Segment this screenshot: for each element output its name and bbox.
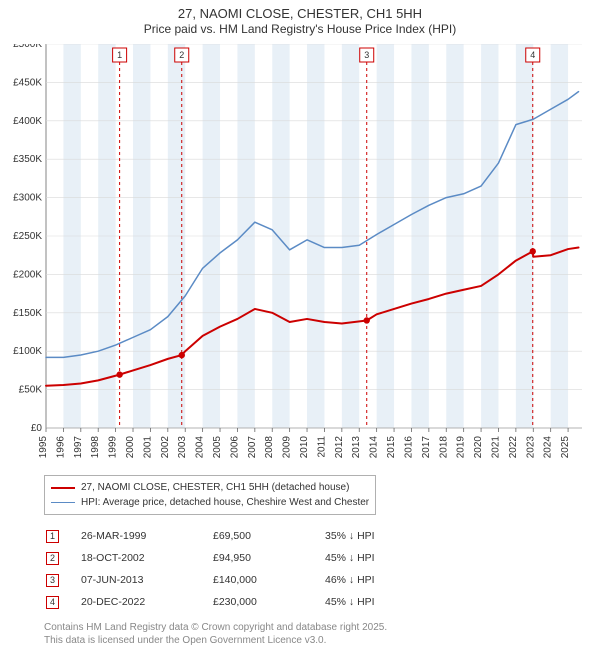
svg-text:£0: £0 xyxy=(31,423,43,434)
svg-text:£500K: £500K xyxy=(13,44,42,50)
svg-text:2010: 2010 xyxy=(299,436,310,459)
row-date: 07-JUN-2013 xyxy=(81,569,191,591)
table-row: 4 20-DEC-2022 £230,000 45% ↓ HPI xyxy=(44,591,580,613)
svg-text:2006: 2006 xyxy=(229,436,240,459)
svg-text:1997: 1997 xyxy=(73,436,84,459)
row-price: £140,000 xyxy=(213,569,303,591)
row-marker: 3 xyxy=(46,574,59,587)
chart-container: £0 £50K £100K £150K £200K £250K £300K £350K £400… xyxy=(10,44,590,464)
svg-text:1998: 1998 xyxy=(90,436,101,459)
row-hpi: 45% ↓ HPI xyxy=(325,591,415,613)
svg-text:£150K: £150K xyxy=(13,308,42,319)
svg-text:1999: 1999 xyxy=(108,436,119,459)
series-legend: 27, NAOMI CLOSE, CHESTER, CH1 5HH (detac… xyxy=(44,475,376,515)
svg-text:2: 2 xyxy=(179,50,184,60)
svg-text:1996: 1996 xyxy=(55,436,66,459)
row-date: 20-DEC-2022 xyxy=(81,591,191,613)
svg-text:2020: 2020 xyxy=(473,436,484,459)
legend-label: 27, NAOMI CLOSE, CHESTER, CH1 5HH (detac… xyxy=(81,480,349,495)
svg-text:£350K: £350K xyxy=(13,154,42,165)
sales-table: 1 26-MAR-1999 £69,500 35% ↓ HPI 2 18-OCT-2002… xyxy=(44,525,580,613)
svg-text:2012: 2012 xyxy=(334,436,345,459)
svg-text:2009: 2009 xyxy=(282,436,293,459)
svg-text:2000: 2000 xyxy=(125,436,136,459)
row-price: £230,000 xyxy=(213,591,303,613)
row-price: £94,950 xyxy=(213,547,303,569)
svg-text:2016: 2016 xyxy=(403,436,414,459)
svg-text:3: 3 xyxy=(364,50,369,60)
svg-text:2003: 2003 xyxy=(177,436,188,459)
svg-text:2013: 2013 xyxy=(351,436,362,459)
legend-item: HPI: Average price, detached house, Ches… xyxy=(51,495,369,510)
svg-text:£450K: £450K xyxy=(13,77,42,88)
legend-label: HPI: Average price, detached house, Ches… xyxy=(81,495,369,510)
legend-swatch xyxy=(51,502,75,504)
row-date: 26-MAR-1999 xyxy=(81,525,191,547)
chart-svg: £0 £50K £100K £150K £200K £250K £300K £350K £400… xyxy=(10,44,590,464)
row-price: £69,500 xyxy=(213,525,303,547)
svg-text:£250K: £250K xyxy=(13,231,42,242)
sale-dot xyxy=(116,371,122,377)
row-marker: 1 xyxy=(46,530,59,543)
svg-text:2019: 2019 xyxy=(456,436,467,459)
svg-text:2008: 2008 xyxy=(264,436,275,459)
svg-text:2014: 2014 xyxy=(369,436,380,459)
legend-swatch xyxy=(51,487,75,489)
table-row: 2 18-OCT-2002 £94,950 45% ↓ HPI xyxy=(44,547,580,569)
svg-text:£200K: £200K xyxy=(13,269,42,280)
svg-text:2022: 2022 xyxy=(508,436,519,459)
svg-text:2021: 2021 xyxy=(490,436,501,459)
svg-text:4: 4 xyxy=(530,50,535,60)
svg-text:2001: 2001 xyxy=(142,436,153,459)
title-line2: Price paid vs. HM Land Registry's House … xyxy=(0,22,600,37)
row-hpi: 46% ↓ HPI xyxy=(325,569,415,591)
row-marker: 4 xyxy=(46,596,59,609)
row-hpi: 45% ↓ HPI xyxy=(325,547,415,569)
footer-text: Contains HM Land Registry data © Crown c… xyxy=(44,621,580,647)
svg-text:£400K: £400K xyxy=(13,116,42,127)
legend-and-footer: 27, NAOMI CLOSE, CHESTER, CH1 5HH (detac… xyxy=(44,475,580,647)
svg-text:2007: 2007 xyxy=(247,436,258,459)
table-row: 1 26-MAR-1999 £69,500 35% ↓ HPI xyxy=(44,525,580,547)
footer-line1: Contains HM Land Registry data © Crown c… xyxy=(44,621,580,634)
svg-text:2024: 2024 xyxy=(543,436,554,459)
svg-text:2017: 2017 xyxy=(421,436,432,459)
svg-text:£300K: £300K xyxy=(13,193,42,204)
footer-line2: This data is licensed under the Open Gov… xyxy=(44,634,580,647)
svg-text:2025: 2025 xyxy=(560,436,571,459)
sale-dot xyxy=(179,352,185,358)
chart-title-block: 27, NAOMI CLOSE, CHESTER, CH1 5HH Price … xyxy=(0,0,600,37)
svg-text:2023: 2023 xyxy=(525,436,536,459)
svg-text:1995: 1995 xyxy=(38,436,49,459)
row-marker: 2 xyxy=(46,552,59,565)
svg-text:2002: 2002 xyxy=(160,436,171,459)
svg-text:2011: 2011 xyxy=(316,436,327,458)
row-date: 18-OCT-2002 xyxy=(81,547,191,569)
table-row: 3 07-JUN-2013 £140,000 46% ↓ HPI xyxy=(44,569,580,591)
sale-dot xyxy=(530,248,536,254)
svg-text:2018: 2018 xyxy=(438,436,449,459)
svg-text:1: 1 xyxy=(117,50,122,60)
title-line1: 27, NAOMI CLOSE, CHESTER, CH1 5HH xyxy=(0,6,600,22)
svg-text:£50K: £50K xyxy=(19,385,43,396)
svg-text:2015: 2015 xyxy=(386,436,397,459)
svg-text:£100K: £100K xyxy=(13,346,42,357)
svg-text:2005: 2005 xyxy=(212,436,223,459)
sale-dot xyxy=(364,317,370,323)
legend-item: 27, NAOMI CLOSE, CHESTER, CH1 5HH (detac… xyxy=(51,480,369,495)
svg-text:2004: 2004 xyxy=(195,436,206,459)
row-hpi: 35% ↓ HPI xyxy=(325,525,415,547)
